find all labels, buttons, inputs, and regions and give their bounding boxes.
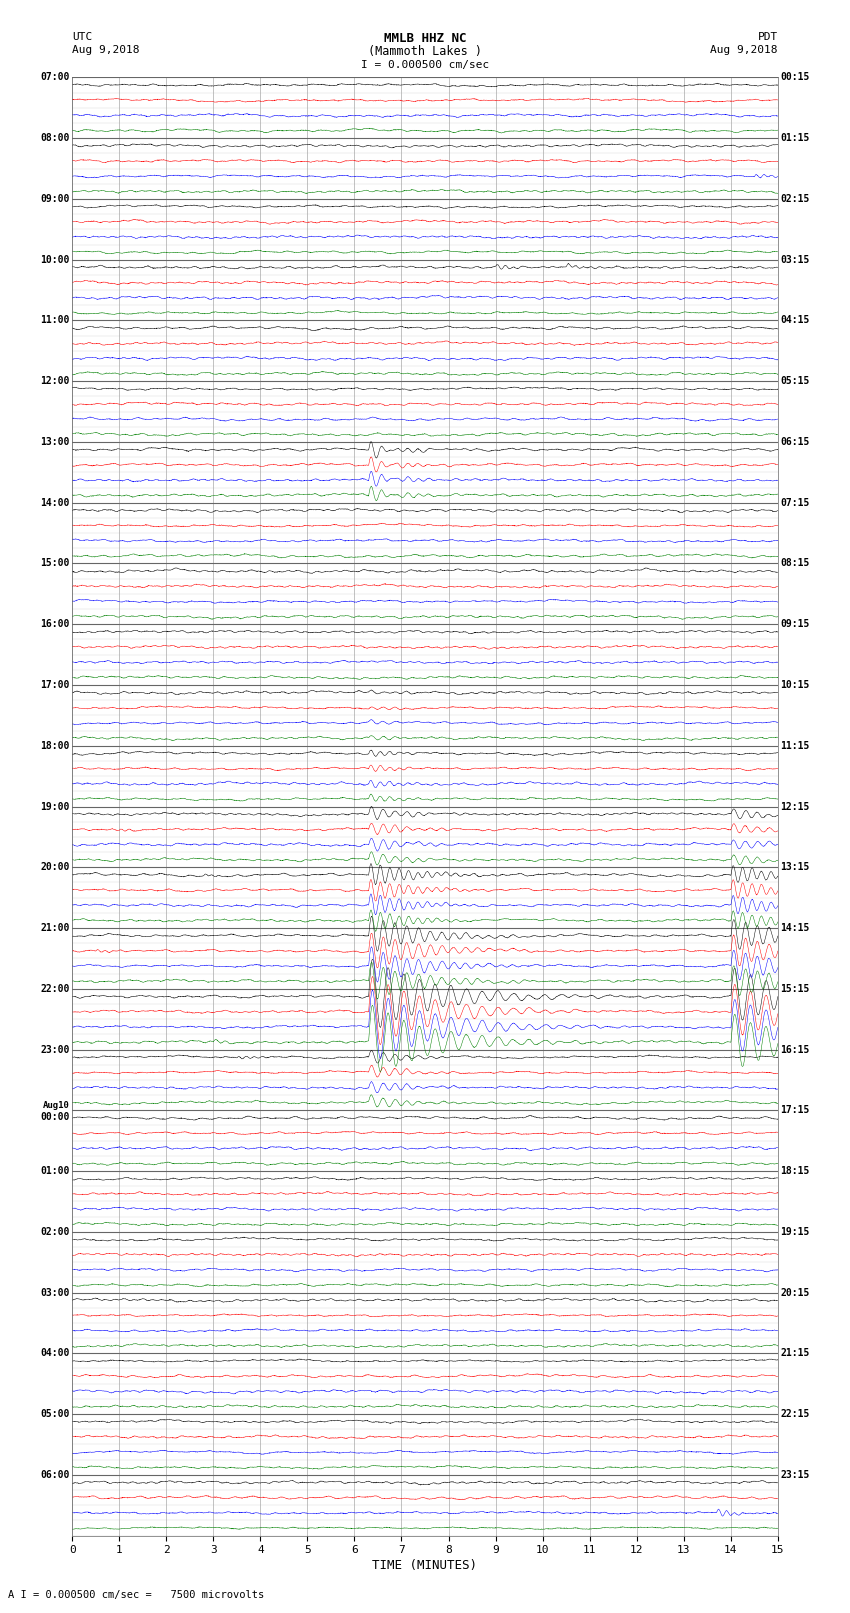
Text: 05:15: 05:15 — [780, 376, 810, 386]
Text: 20:15: 20:15 — [780, 1287, 810, 1297]
Text: 02:00: 02:00 — [40, 1227, 70, 1237]
Text: Aug10: Aug10 — [42, 1102, 70, 1110]
Text: 14:15: 14:15 — [780, 923, 810, 932]
Text: MMLB HHZ NC: MMLB HHZ NC — [383, 32, 467, 45]
Text: 12:15: 12:15 — [780, 802, 810, 811]
Text: 01:00: 01:00 — [40, 1166, 70, 1176]
Text: 05:00: 05:00 — [40, 1410, 70, 1419]
Text: 06:15: 06:15 — [780, 437, 810, 447]
Text: 16:15: 16:15 — [780, 1045, 810, 1055]
Text: 17:15: 17:15 — [780, 1105, 810, 1115]
Text: 11:15: 11:15 — [780, 740, 810, 750]
Text: 09:00: 09:00 — [40, 194, 70, 203]
Text: 16:00: 16:00 — [40, 619, 70, 629]
Text: 23:15: 23:15 — [780, 1469, 810, 1479]
Text: 15:15: 15:15 — [780, 984, 810, 994]
Text: UTC: UTC — [72, 32, 93, 42]
Text: 03:15: 03:15 — [780, 255, 810, 265]
X-axis label: TIME (MINUTES): TIME (MINUTES) — [372, 1560, 478, 1573]
Text: 15:00: 15:00 — [40, 558, 70, 568]
Text: 20:00: 20:00 — [40, 863, 70, 873]
Text: 13:15: 13:15 — [780, 863, 810, 873]
Text: 09:15: 09:15 — [780, 619, 810, 629]
Text: I = 0.000500 cm/sec: I = 0.000500 cm/sec — [361, 60, 489, 69]
Text: 19:15: 19:15 — [780, 1227, 810, 1237]
Text: 04:00: 04:00 — [40, 1348, 70, 1358]
Text: 21:15: 21:15 — [780, 1348, 810, 1358]
Text: 03:00: 03:00 — [40, 1287, 70, 1297]
Text: 13:00: 13:00 — [40, 437, 70, 447]
Text: Aug 9,2018: Aug 9,2018 — [72, 45, 139, 55]
Text: 14:00: 14:00 — [40, 498, 70, 508]
Text: 07:15: 07:15 — [780, 498, 810, 508]
Text: 00:00: 00:00 — [40, 1111, 70, 1121]
Text: 23:00: 23:00 — [40, 1045, 70, 1055]
Text: PDT: PDT — [757, 32, 778, 42]
Text: (Mammoth Lakes ): (Mammoth Lakes ) — [368, 45, 482, 58]
Text: 08:15: 08:15 — [780, 558, 810, 568]
Text: 22:15: 22:15 — [780, 1410, 810, 1419]
Text: 18:15: 18:15 — [780, 1166, 810, 1176]
Text: 06:00: 06:00 — [40, 1469, 70, 1479]
Text: 04:15: 04:15 — [780, 316, 810, 326]
Text: 08:00: 08:00 — [40, 134, 70, 144]
Text: Aug 9,2018: Aug 9,2018 — [711, 45, 778, 55]
Text: 07:00: 07:00 — [40, 73, 70, 82]
Text: 10:00: 10:00 — [40, 255, 70, 265]
Text: 17:00: 17:00 — [40, 681, 70, 690]
Text: 19:00: 19:00 — [40, 802, 70, 811]
Text: 21:00: 21:00 — [40, 923, 70, 932]
Text: 10:15: 10:15 — [780, 681, 810, 690]
Text: 01:15: 01:15 — [780, 134, 810, 144]
Text: 02:15: 02:15 — [780, 194, 810, 203]
Text: A I = 0.000500 cm/sec =   7500 microvolts: A I = 0.000500 cm/sec = 7500 microvolts — [8, 1590, 264, 1600]
Text: 00:15: 00:15 — [780, 73, 810, 82]
Text: 18:00: 18:00 — [40, 740, 70, 750]
Text: 12:00: 12:00 — [40, 376, 70, 386]
Text: 22:00: 22:00 — [40, 984, 70, 994]
Text: 11:00: 11:00 — [40, 316, 70, 326]
